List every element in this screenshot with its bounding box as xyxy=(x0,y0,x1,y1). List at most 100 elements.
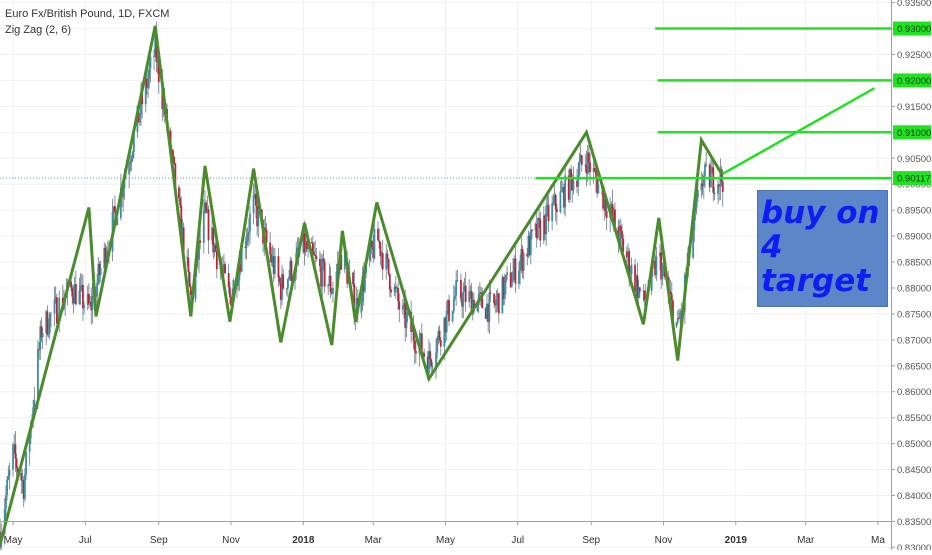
candle-down xyxy=(265,229,268,243)
candle-down xyxy=(555,209,558,213)
candle-up xyxy=(486,303,488,319)
candle-down xyxy=(621,231,623,239)
candle-down xyxy=(256,205,259,227)
candle-down xyxy=(539,219,542,241)
candle-up xyxy=(510,282,513,287)
candle-up xyxy=(132,131,135,152)
candle-up xyxy=(597,184,600,194)
candle-down xyxy=(672,300,674,327)
candle-up xyxy=(695,197,698,208)
candle-down xyxy=(628,251,631,276)
trend-line-group[interactable] xyxy=(722,87,876,175)
candle-up xyxy=(659,252,661,257)
candle-down xyxy=(420,333,423,353)
candle-down xyxy=(178,187,180,199)
candle-down xyxy=(604,196,607,211)
y-tick-label: 0.84500 xyxy=(897,465,931,476)
candle-down xyxy=(470,290,473,315)
candle-down xyxy=(422,352,424,354)
candle-up xyxy=(128,164,131,175)
candle-down xyxy=(313,251,315,255)
candle-up xyxy=(281,274,283,300)
price-label-box xyxy=(893,73,931,88)
candle-up xyxy=(223,264,225,272)
candle-up xyxy=(592,168,595,172)
candle-up xyxy=(232,279,235,294)
candle-down xyxy=(576,180,578,187)
candle-down xyxy=(423,353,426,357)
candle-down xyxy=(15,458,18,469)
zigzag-line xyxy=(0,25,723,546)
candle-up xyxy=(468,291,471,303)
candle-down xyxy=(535,224,538,239)
target-lines[interactable] xyxy=(535,27,891,180)
candle-down xyxy=(617,226,620,243)
candle-down xyxy=(270,254,273,263)
chart-legend[interactable]: Euro Fx/British Pound, 1D, FXCM Zig Zag … xyxy=(5,6,169,38)
candle-down xyxy=(634,264,636,292)
candle-down xyxy=(179,198,181,206)
candle-up xyxy=(694,207,697,212)
x-tick-label: May xyxy=(4,535,23,546)
candle-up xyxy=(496,293,499,300)
candle-up xyxy=(513,258,516,272)
candle-down xyxy=(460,280,462,299)
candle-down xyxy=(398,301,401,310)
annotation-box[interactable] xyxy=(757,190,888,307)
x-tick-label: Jul xyxy=(511,535,524,546)
candle-up xyxy=(559,191,562,213)
candle-down xyxy=(480,292,482,294)
candle-down xyxy=(172,150,174,157)
candle-up xyxy=(287,279,289,289)
y-tick-label: 0.88500 xyxy=(897,258,931,269)
candle-up xyxy=(431,365,434,367)
candle-up xyxy=(463,285,466,292)
candle-up xyxy=(6,479,9,496)
candle-down xyxy=(497,293,500,314)
candle-down xyxy=(228,287,231,297)
candle-down xyxy=(614,209,616,227)
candle-up xyxy=(198,240,200,260)
candle-up xyxy=(579,155,582,163)
candle-down xyxy=(319,258,321,266)
x-tick-label: Mar xyxy=(797,535,815,546)
candle-down xyxy=(563,187,565,208)
candle-up xyxy=(710,172,712,188)
candle-up xyxy=(21,479,24,481)
candle-down xyxy=(239,264,242,272)
y-tick-label: 0.87000 xyxy=(897,335,931,346)
candle-up xyxy=(443,317,446,347)
candle-down xyxy=(173,156,176,164)
candle-up xyxy=(680,311,683,313)
candle-up xyxy=(116,217,119,226)
x-tick-label: 2018 xyxy=(292,535,315,546)
candle-down xyxy=(493,293,495,303)
candle-down xyxy=(182,227,185,258)
candle-down xyxy=(593,168,596,171)
candle-up xyxy=(271,256,274,263)
candle-down xyxy=(244,247,247,249)
zigzag-indicator xyxy=(0,25,723,546)
price-label-text: 0.92000 xyxy=(897,76,931,87)
candle-up xyxy=(495,299,498,306)
candle-up xyxy=(79,285,82,291)
candle-up xyxy=(702,175,705,187)
candle-up xyxy=(8,469,11,476)
y-tick-label: 0.83500 xyxy=(897,517,931,528)
y-tick-label: 0.90000 xyxy=(897,180,931,191)
candle-up xyxy=(534,224,537,231)
y-tick-label: 0.85500 xyxy=(897,413,931,424)
candle-up xyxy=(154,34,157,57)
candle-down xyxy=(155,34,158,63)
candle-down xyxy=(444,317,447,333)
candle-down xyxy=(381,252,384,270)
candle-down xyxy=(619,225,622,232)
candle-down xyxy=(20,473,23,481)
candle-up xyxy=(23,474,26,499)
candle-down xyxy=(46,311,49,335)
candle-up xyxy=(240,247,243,272)
candle-down xyxy=(464,285,467,303)
candle-down xyxy=(721,181,724,193)
